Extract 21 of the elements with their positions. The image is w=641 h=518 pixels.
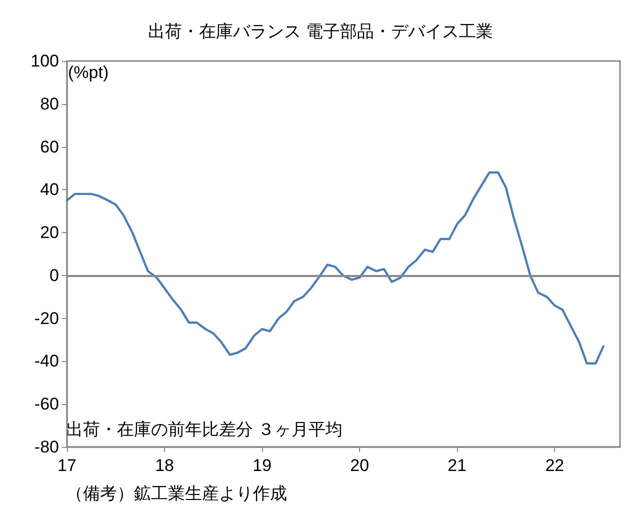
y-tick-label: 20 [40,223,59,242]
y-tick-label: -60 [34,394,59,414]
text: （備考）鉱工業生産より作成 [66,484,287,503]
y-tick-label: -20 [34,308,59,328]
y-tick-label: 80 [40,94,59,114]
x-tick-label: 20 [350,456,370,475]
x-tick-label: 21 [448,456,467,475]
y-tick-label: 100 [30,52,59,70]
y-tick-label: -40 [34,352,59,371]
y-tick-label: -80 [34,438,59,456]
y-tick-label: 0 [50,266,59,285]
x-tick-label: 18 [155,456,174,475]
x-tick-label: 19 [252,456,272,475]
y-tick-label: 40 [40,180,59,200]
x-tick-label: 17 [58,456,76,475]
y-tick-label: 60 [40,137,59,156]
chart-title: 出荷・在庫バランス 電子部品・デバイス工業 [148,22,493,41]
annotation: 出荷・在庫の前年比差分 ３ヶ月平均 [66,420,343,439]
line-series [66,171,605,364]
x-tick-label: 22 [545,456,564,475]
y-axis-title: (%pt) [68,63,109,82]
